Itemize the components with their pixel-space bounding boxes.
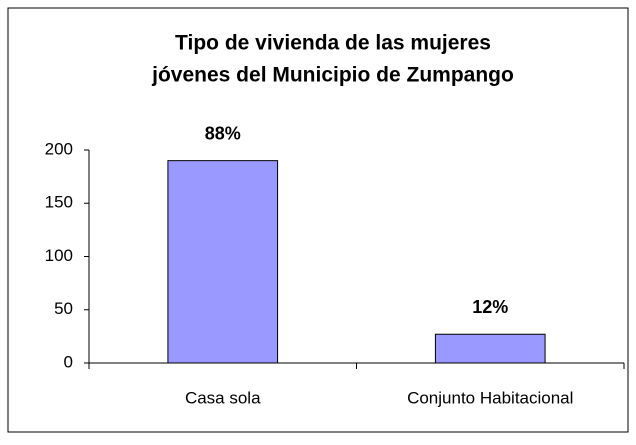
y-tick-label: 50 bbox=[54, 299, 73, 318]
x-tick-label: Conjunto Habitacional bbox=[407, 388, 573, 407]
y-tick-label: 100 bbox=[45, 246, 73, 265]
chart-title: jóvenes del Municipio de Zumpango bbox=[151, 64, 514, 87]
x-tick-label: Casa sola bbox=[185, 388, 261, 407]
bar bbox=[434, 333, 546, 364]
chart-title: Tipo de vivienda de las mujeres bbox=[175, 32, 491, 55]
y-tick-label: 0 bbox=[64, 352, 73, 371]
bar-annotation: 12% bbox=[472, 297, 508, 317]
y-tick-label: 150 bbox=[45, 193, 73, 212]
y-tick-label: 200 bbox=[45, 139, 73, 158]
bar-annotation: 88% bbox=[205, 123, 241, 143]
bar bbox=[167, 160, 279, 364]
